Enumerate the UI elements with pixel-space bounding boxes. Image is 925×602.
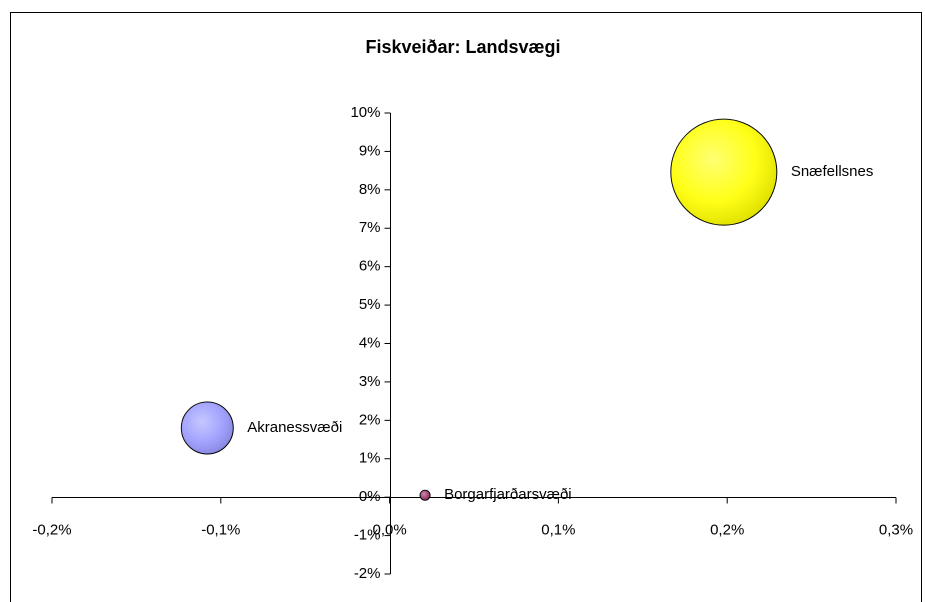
chart-title: Fiskveiðar: Landsvægi (365, 37, 560, 57)
x-tick-label: 0,1% (541, 521, 575, 538)
bubble (419, 489, 431, 501)
data-label: Borgarfjarðarsvæði (444, 486, 572, 503)
y-tick-label: 8% (359, 181, 381, 198)
chart-frame (10, 12, 922, 602)
x-tick-label: 0,2% (710, 521, 744, 538)
data-label: Snæfellsnes (791, 163, 874, 180)
x-tick-label: -0,2% (32, 521, 71, 538)
y-tick-label: 6% (359, 258, 381, 275)
x-tick-label: 0,3% (879, 521, 913, 538)
y-tick-label: 4% (359, 334, 381, 351)
y-tick-label: 5% (359, 296, 381, 313)
y-tick-label: 7% (359, 219, 381, 236)
y-tick-label: -1% (354, 527, 381, 544)
y-tick-label: 10% (350, 104, 380, 121)
bubble (670, 118, 778, 226)
y-tick-label: 1% (359, 450, 381, 467)
x-tick-label: -0,1% (201, 521, 240, 538)
data-label: Akranessvæði (247, 419, 342, 436)
y-tick-label: -2% (354, 565, 381, 582)
y-tick-label: 9% (359, 142, 381, 159)
x-tick-label: 0,0% (372, 521, 406, 538)
bubble (180, 401, 234, 455)
y-tick-label: 2% (359, 411, 381, 428)
y-tick-label: 0% (359, 488, 381, 505)
y-tick-label: 3% (359, 373, 381, 390)
